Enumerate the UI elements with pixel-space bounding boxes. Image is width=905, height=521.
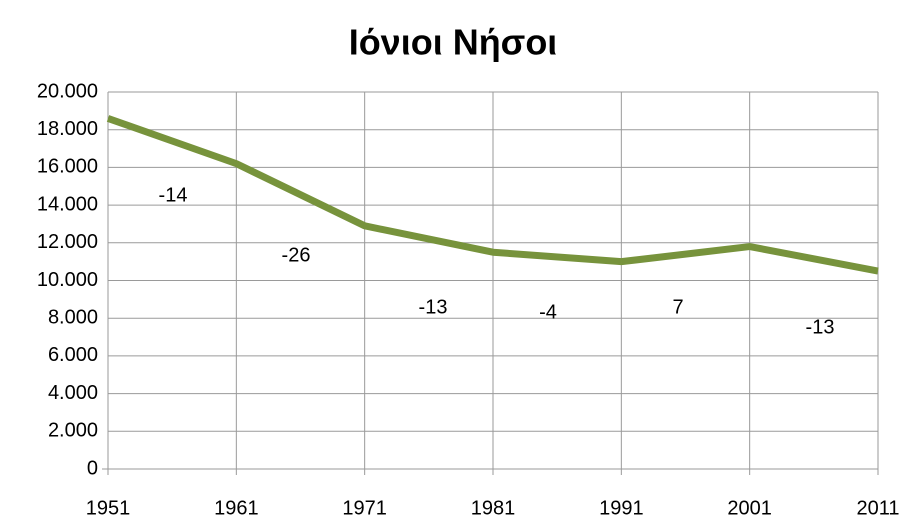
x-tick-label: 1991 [599, 497, 644, 519]
annotation: -4 [539, 301, 557, 323]
y-tick-label: 6.000 [48, 344, 98, 366]
y-tick-label: 8.000 [48, 306, 98, 328]
y-tick-label: 2.000 [48, 420, 98, 442]
y-tick-label: 16.000 [37, 156, 98, 178]
annotation: 7 [672, 296, 683, 318]
y-tick-label: 10.000 [37, 269, 98, 291]
y-tick-label: 12.000 [37, 231, 98, 253]
x-tick-label: 1951 [86, 497, 131, 519]
y-tick-label: 14.000 [37, 193, 98, 215]
x-tick-label: 1981 [471, 497, 516, 519]
annotation: -13 [806, 316, 835, 338]
x-tick-label: 2011 [856, 497, 899, 519]
line [106, 115, 879, 275]
y-tick-label: 20.000 [37, 80, 98, 102]
x-tick-label: 1971 [342, 497, 387, 519]
y-tick-label: 4.000 [48, 382, 98, 404]
chart-title: Ιόνιοι Νήσοι [349, 22, 558, 63]
y-tick-label: 0 [87, 457, 98, 479]
annotation: -26 [282, 244, 311, 266]
x-tick-label: 1961 [214, 497, 259, 519]
annotation: -13 [419, 296, 448, 318]
x-tick-label: 2001 [727, 497, 772, 519]
annotation: -14 [159, 184, 188, 206]
y-tick-label: 18.000 [37, 118, 98, 140]
